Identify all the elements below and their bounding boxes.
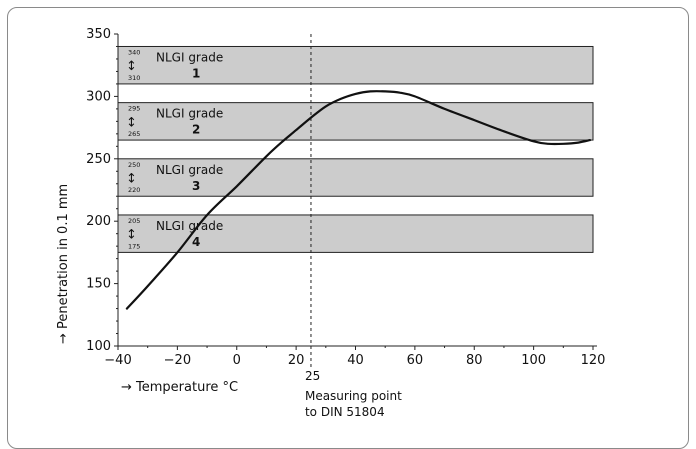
band-upper-value: 340 [128,48,140,56]
band-lower-value: 265 [128,130,140,138]
y-tick-label: 200 [86,214,111,229]
band-label: NLGI grade [156,107,223,121]
y-axis-label: → Penetration in 0.1 mm [56,184,71,344]
x-tick-label: 60 [407,353,424,368]
x-tick-label: −20 [164,353,191,368]
band-grade-number: 4 [192,235,200,249]
band-grade-number: 1 [192,66,200,80]
band-range-arrow: ↕ [126,172,137,187]
band-lower-value: 310 [128,74,140,82]
band-upper-value: 205 [128,217,140,225]
axes-group: 100 150 200 250 300 350 −40 −20 0 20 40 60 80 100 120 [86,27,605,368]
measuring-point-value: 25 [305,369,320,383]
x-tick-label: 120 [581,353,606,368]
band-label: NLGI grade [156,219,223,233]
x-tick-label: −40 [104,353,131,368]
x-tick-label: 100 [521,353,546,368]
band-range-arrow: ↕ [126,59,137,74]
measuring-point-note: Measuring point [305,389,402,403]
band-upper-value: 250 [128,161,140,169]
band-grade-number: 3 [192,179,200,193]
nlgi-band-4 [117,214,594,253]
band-range-arrow: ↕ [126,115,137,130]
y-tick-label: 100 [86,339,111,354]
nlgi-band-1 [117,45,594,85]
x-axis-label: → Temperature °C [121,380,238,395]
x-tick-label: 20 [288,353,305,368]
band-grade-number: 2 [192,123,200,137]
series-group [125,90,592,310]
x-tick-label: 80 [466,353,483,368]
band-lower-value: 175 [128,242,140,250]
band-label: NLGI grade [156,163,223,177]
band-lower-value: 220 [128,186,140,194]
penetration-curve-0 [125,90,592,310]
nlgi-band-3 [117,158,594,197]
axis-labels-group: → Temperature °C → Penetration in 0.1 mm [56,184,238,395]
band-label: NLGI grade [156,50,223,64]
band-range-arrow: ↕ [126,228,137,243]
band-upper-value: 295 [128,105,140,113]
measuring-point-standard: to DIN 51804 [305,405,385,419]
measuring-point-group: 25 Measuring point to DIN 51804 [305,34,402,419]
y-tick-label: 250 [86,152,111,167]
x-tick-label: 40 [347,353,364,368]
y-tick-label: 350 [86,27,111,42]
y-tick-label: 150 [86,277,111,292]
y-tick-label: 300 [86,89,111,104]
x-tick-label: 0 [233,353,241,368]
